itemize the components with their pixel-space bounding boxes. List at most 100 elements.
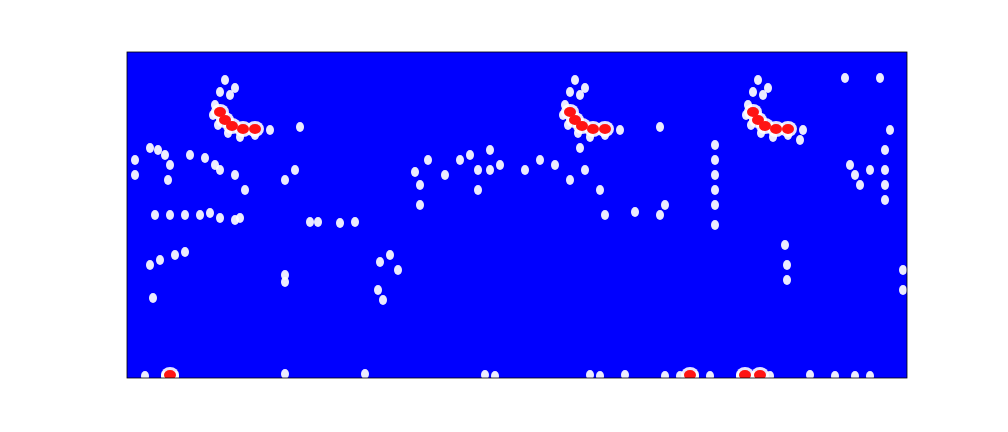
cell	[156, 255, 164, 265]
cell	[296, 122, 304, 132]
cell	[661, 200, 669, 210]
cell	[131, 155, 139, 165]
cell	[586, 370, 594, 378]
cell	[749, 87, 757, 97]
cell	[711, 200, 719, 210]
cell	[571, 75, 579, 85]
cell	[361, 369, 369, 378]
cell	[164, 370, 176, 378]
cell	[881, 145, 889, 155]
cell	[796, 135, 804, 145]
cell	[711, 170, 719, 180]
cell	[566, 175, 574, 185]
cell-halo	[161, 367, 179, 378]
cell	[146, 260, 154, 270]
cell	[236, 213, 244, 223]
cell	[851, 371, 859, 378]
cell	[616, 125, 624, 135]
cell	[216, 213, 224, 223]
cell	[166, 160, 174, 170]
cell	[154, 145, 162, 155]
cell	[281, 175, 289, 185]
cell	[576, 143, 584, 153]
cell	[281, 277, 289, 287]
cell	[376, 257, 384, 267]
cell	[411, 167, 419, 177]
cell	[491, 371, 499, 378]
cell	[231, 83, 239, 93]
cell	[164, 175, 172, 185]
cell	[596, 371, 604, 378]
cell	[306, 217, 314, 227]
cell	[181, 210, 189, 220]
cell	[151, 210, 159, 220]
cell	[374, 285, 382, 295]
cell	[521, 165, 529, 175]
cell	[486, 145, 494, 155]
cell	[783, 260, 791, 270]
cell	[496, 160, 504, 170]
cell	[799, 125, 807, 135]
cell	[171, 250, 179, 260]
cell	[161, 150, 169, 160]
cell	[881, 180, 889, 190]
cell	[739, 370, 751, 378]
cell	[684, 370, 696, 378]
cell	[474, 185, 482, 195]
cell	[881, 195, 889, 205]
cell	[621, 370, 629, 378]
cell	[866, 165, 874, 175]
cell	[201, 153, 209, 163]
cell	[166, 210, 174, 220]
plot-area	[127, 52, 907, 378]
cell	[466, 150, 474, 160]
cell	[186, 150, 194, 160]
cell	[266, 125, 274, 135]
cell	[581, 165, 589, 175]
cell	[766, 371, 774, 378]
cell	[782, 124, 794, 134]
cell	[441, 170, 449, 180]
cell	[599, 124, 611, 134]
cell	[249, 124, 261, 134]
cell	[416, 200, 424, 210]
cell	[281, 369, 289, 378]
cell	[656, 122, 664, 132]
cell	[711, 185, 719, 195]
cell	[216, 165, 224, 175]
cell	[231, 170, 239, 180]
cell	[754, 75, 762, 85]
cell	[481, 370, 489, 378]
cell	[831, 371, 839, 378]
cell	[486, 165, 494, 175]
cell	[474, 165, 482, 175]
cell	[181, 247, 189, 257]
cell	[394, 265, 402, 275]
cell	[676, 371, 684, 378]
cell	[781, 240, 789, 250]
cell	[706, 371, 714, 378]
cell	[576, 121, 588, 131]
cell	[146, 143, 154, 153]
cell	[581, 83, 589, 93]
cell	[226, 121, 238, 131]
cell	[536, 155, 544, 165]
cell	[336, 218, 344, 228]
cell	[754, 370, 766, 378]
cells	[131, 73, 907, 378]
cell	[876, 73, 884, 83]
cell	[456, 155, 464, 165]
cell	[656, 210, 664, 220]
cell	[856, 180, 864, 190]
background	[0, 0, 1008, 432]
cell	[206, 208, 214, 218]
cell	[416, 180, 424, 190]
cell	[899, 265, 907, 275]
cell	[881, 165, 889, 175]
cell	[314, 217, 322, 227]
cell	[770, 124, 782, 134]
cell	[141, 371, 149, 378]
cell	[291, 165, 299, 175]
chart	[0, 0, 1008, 432]
cell	[351, 217, 359, 227]
